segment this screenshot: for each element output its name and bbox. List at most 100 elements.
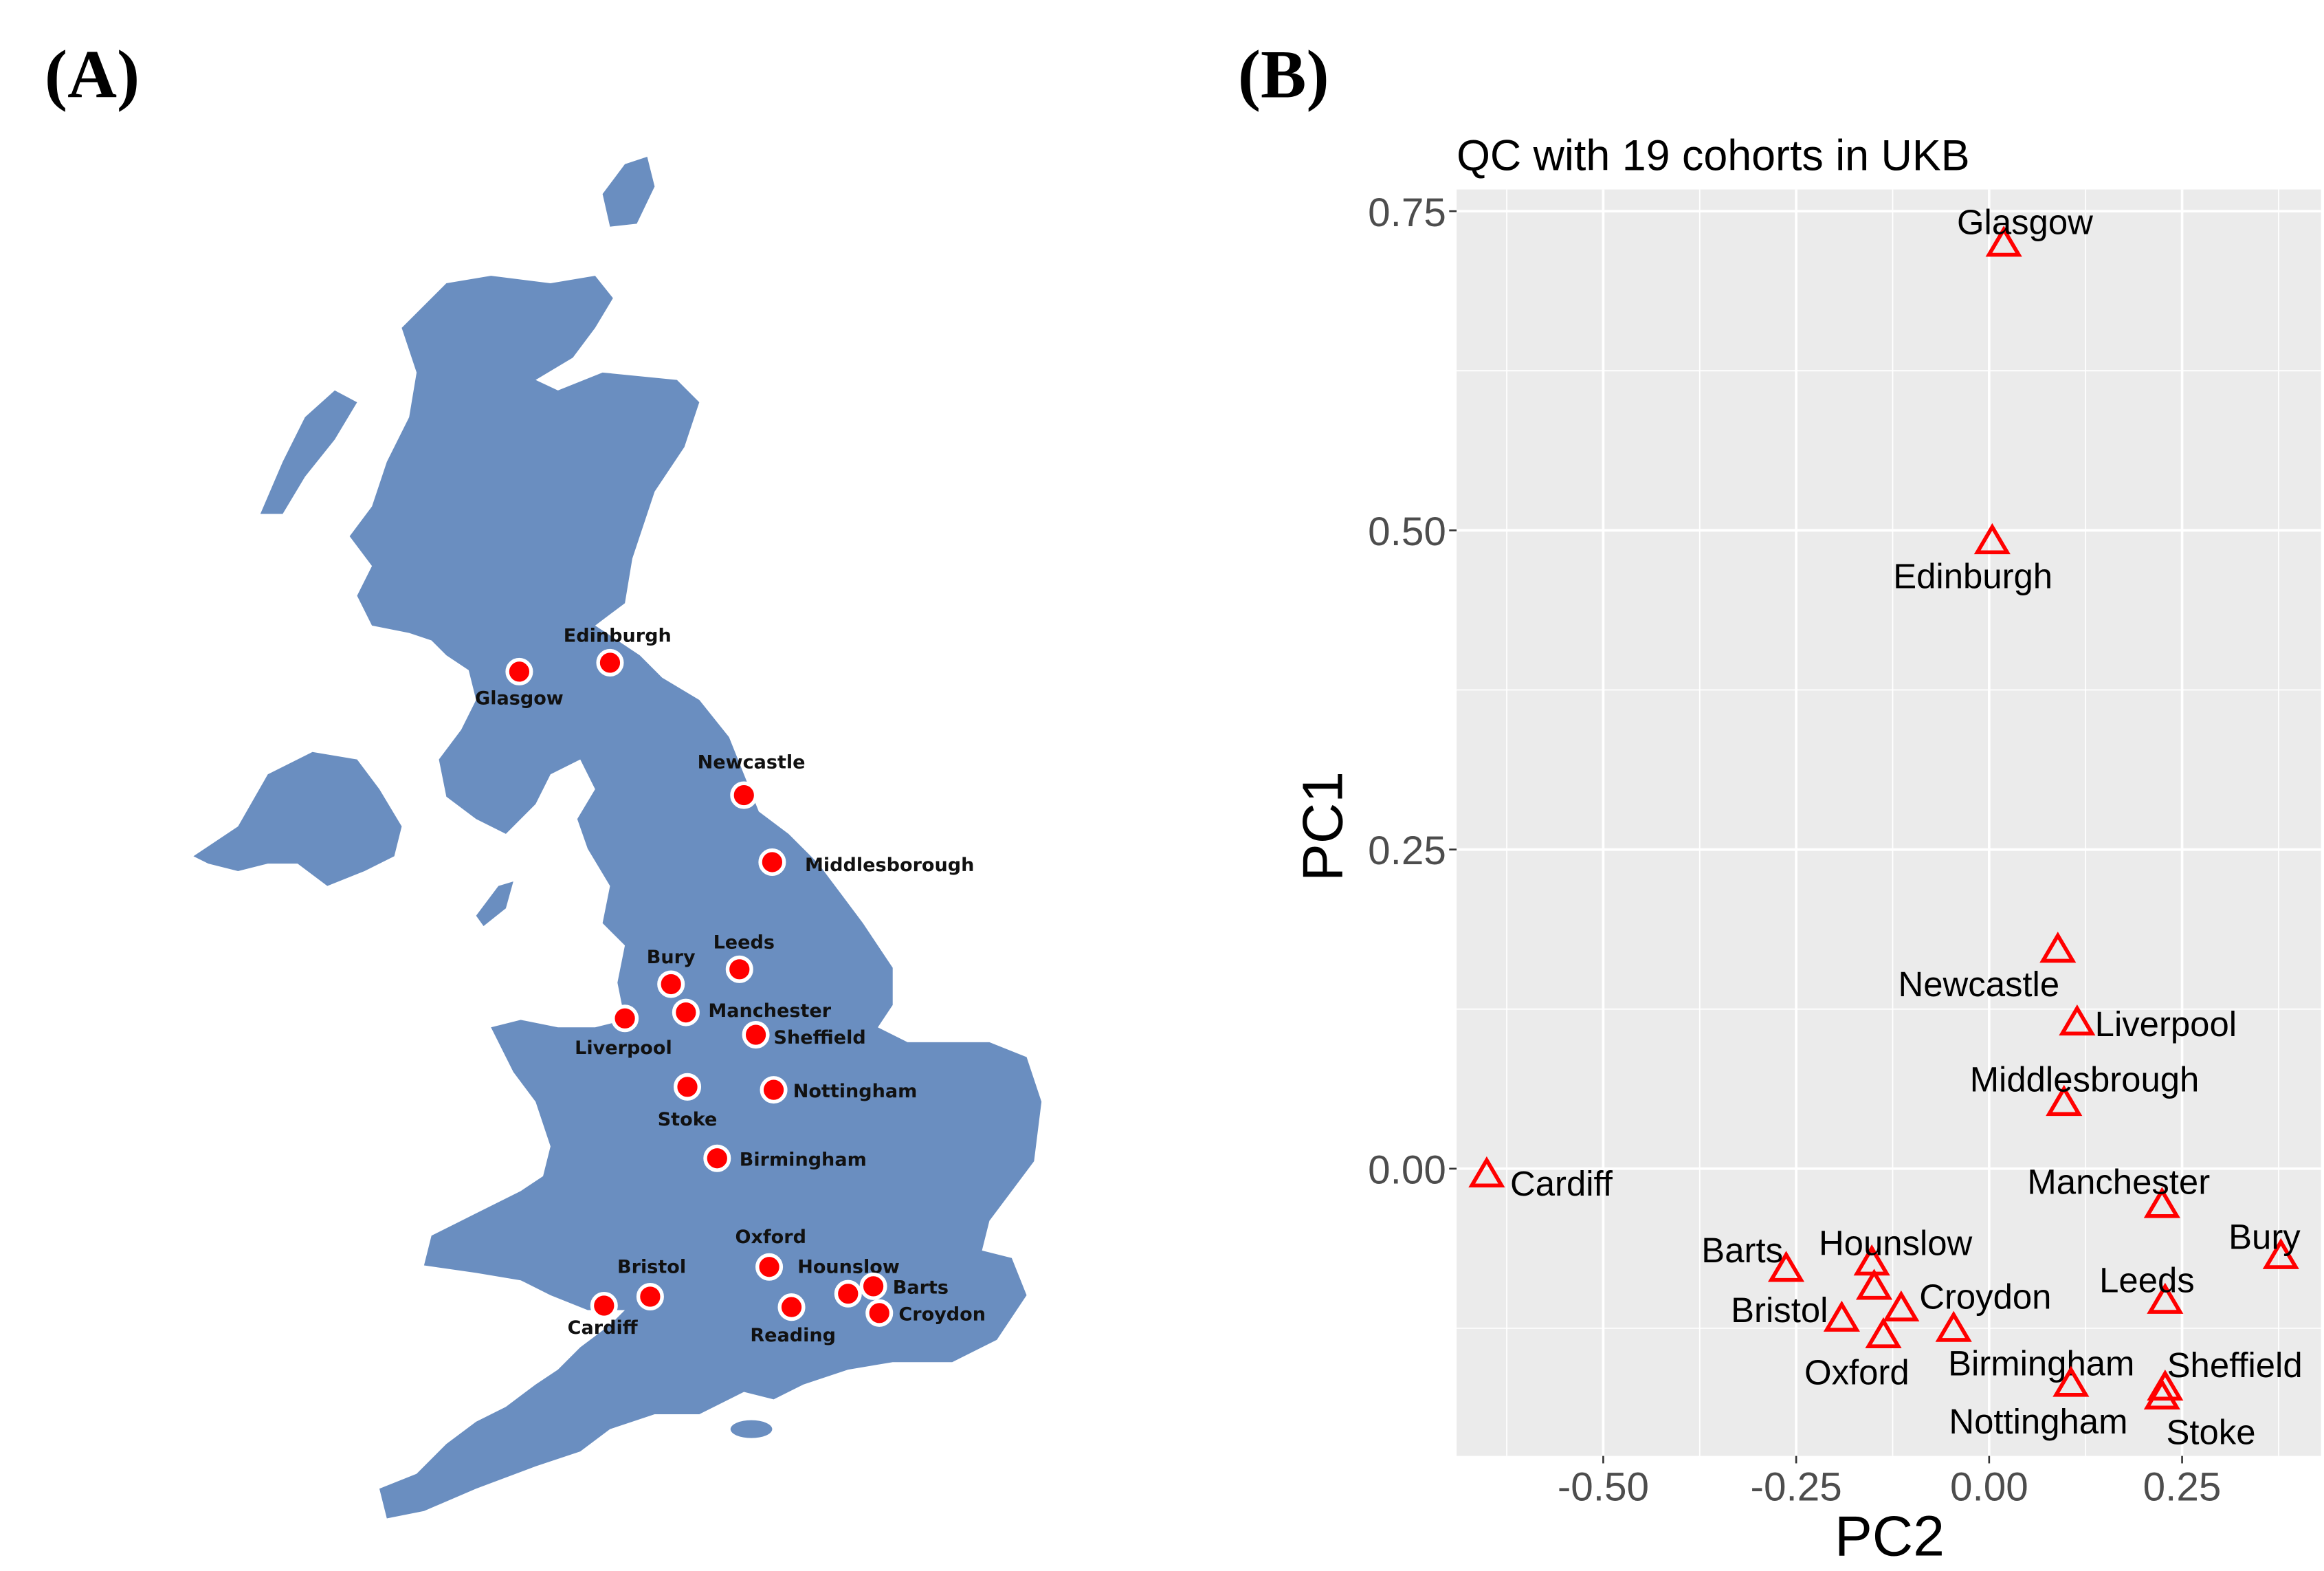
city-oxford: Oxford	[735, 1227, 806, 1281]
y-axis-title: PC1	[1292, 771, 1354, 881]
triangle-marker	[2262, 1238, 2299, 1269]
city-marker	[611, 1004, 639, 1033]
point-middlesbrough: Middlesbrough	[1970, 1059, 2200, 1117]
point-label: Newcastle	[1899, 965, 2060, 1004]
point-label: Sheffield	[2167, 1345, 2303, 1385]
city-label: Hounslow	[797, 1256, 900, 1277]
point-label: Bristol	[1731, 1290, 1828, 1330]
triangle-marker	[2039, 932, 2077, 963]
isle-of-wight	[730, 1420, 773, 1438]
point-newcastle: Newcastle	[1899, 932, 2077, 1004]
point-glasgow: Glasgow	[1957, 203, 2093, 257]
axis-ticks: -0.50 -0.25 0.00 0.25 0.00 0.25 0.50 0.75	[1368, 190, 2221, 1510]
city-marker	[590, 1291, 618, 1320]
city-newcastle: Newcastle	[698, 752, 806, 809]
triangle-marker	[2059, 1004, 2096, 1036]
point-barts: Barts	[1701, 1231, 1805, 1282]
triangle-marker	[1823, 1300, 1860, 1332]
city-leeds: Leeds	[713, 932, 775, 983]
city-middlesborough: Middlesborough	[758, 848, 974, 876]
triangle-marker	[1767, 1251, 1805, 1282]
city-marker	[760, 1076, 788, 1104]
city-edinburgh: Edinburgh	[564, 626, 672, 677]
uk-map: Glasgow Edinburgh Newcastle Middlesborough B…	[193, 156, 1042, 1519]
plot-panel	[1457, 189, 2321, 1456]
city-marker	[636, 1282, 664, 1311]
great-britain-landmass	[349, 276, 1042, 1519]
triangle-marker	[2143, 1187, 2180, 1218]
point-bristol: Bristol	[1731, 1290, 1860, 1332]
point-label: Middlesbrough	[1970, 1059, 2200, 1099]
triangle-marker	[2143, 1378, 2180, 1410]
city-barts: Barts	[859, 1272, 949, 1300]
city-marker	[758, 848, 786, 876]
city-label: Sheffield	[774, 1027, 866, 1048]
point-label: Cardiff	[1510, 1164, 1613, 1203]
x-tick-label: 0.25	[2143, 1465, 2222, 1510]
city-nottingham: Nottingham	[760, 1076, 918, 1104]
triangle-marker	[1935, 1310, 1972, 1342]
city-marker	[859, 1272, 887, 1300]
data-points: Glasgow Edinburgh Newcastle Liverpool Middle…	[1468, 203, 2303, 1451]
city-marker	[673, 1073, 702, 1101]
city-marker	[730, 781, 758, 809]
point-sheffield: Sheffield	[2147, 1345, 2303, 1401]
northern-ireland-landmass	[193, 751, 402, 886]
x-tick-label: -0.50	[1558, 1465, 1649, 1510]
point-label: Bury	[2228, 1218, 2301, 1257]
city-label: Stoke	[658, 1109, 718, 1130]
triangle-marker	[1883, 1290, 1920, 1322]
city-liverpool: Liverpool	[575, 1004, 672, 1059]
city-label: Cardiff	[568, 1317, 639, 1339]
point-label: Barts	[1701, 1231, 1783, 1270]
shetland-islands	[602, 156, 655, 227]
point-leeds: Leeds	[2099, 1261, 2195, 1314]
city-bristol: Bristol	[617, 1256, 686, 1311]
city-label: Birmingham	[740, 1150, 867, 1171]
city-sheffield: Sheffield	[742, 1021, 866, 1049]
point-label: Croydon	[1919, 1277, 2051, 1316]
city-label: Newcastle	[698, 752, 806, 773]
city-marker	[657, 970, 685, 998]
point-croydon: Croydon	[1855, 1268, 2051, 1316]
point-unlabeled	[1883, 1290, 1920, 1322]
city-label: Bury	[647, 947, 696, 968]
triangle-marker	[2052, 1365, 2090, 1397]
city-label: Glasgow	[475, 688, 564, 710]
x-tick-label: -0.25	[1751, 1465, 1842, 1510]
panel-a-tag: (A)	[45, 36, 140, 112]
isle-of-man	[476, 881, 513, 927]
city-marker	[505, 657, 533, 685]
city-label: Oxford	[735, 1227, 806, 1248]
triangle-marker	[1985, 226, 2022, 257]
city-label: Barts	[893, 1277, 949, 1299]
city-birmingham: Birmingham	[703, 1144, 867, 1172]
city-bury: Bury	[647, 947, 696, 998]
city-marker	[703, 1144, 731, 1172]
point-stoke: Stoke	[2143, 1378, 2256, 1451]
triangle-marker	[1855, 1268, 1893, 1300]
city-marker	[865, 1299, 894, 1327]
point-label: Oxford	[1804, 1353, 1910, 1392]
city-marker	[755, 1253, 784, 1281]
city-marker	[777, 1293, 806, 1321]
point-label: Stoke	[2166, 1412, 2255, 1451]
city-label: Bristol	[617, 1256, 686, 1277]
point-cardiff: Cardiff	[1468, 1156, 1613, 1203]
city-label: Nottingham	[793, 1081, 918, 1102]
city-label: Croydon	[898, 1304, 986, 1326]
y-tick-label: 0.75	[1368, 190, 1446, 235]
city-label: Middlesborough	[805, 855, 974, 876]
city-marker	[834, 1279, 862, 1308]
point-label: Manchester	[2027, 1163, 2210, 1202]
point-manchester: Manchester	[2027, 1163, 2210, 1218]
y-tick-label: 0.50	[1368, 509, 1446, 554]
city-label: Reading	[750, 1325, 836, 1346]
city-manchester: Manchester	[672, 998, 832, 1026]
point-label: Hounslow	[1819, 1223, 1973, 1262]
city-markers: Glasgow Edinburgh Newcastle Middlesborough B…	[475, 626, 986, 1346]
outer-hebrides	[260, 390, 357, 514]
triangle-marker	[1468, 1156, 1505, 1188]
triangle-marker	[1973, 523, 2011, 555]
